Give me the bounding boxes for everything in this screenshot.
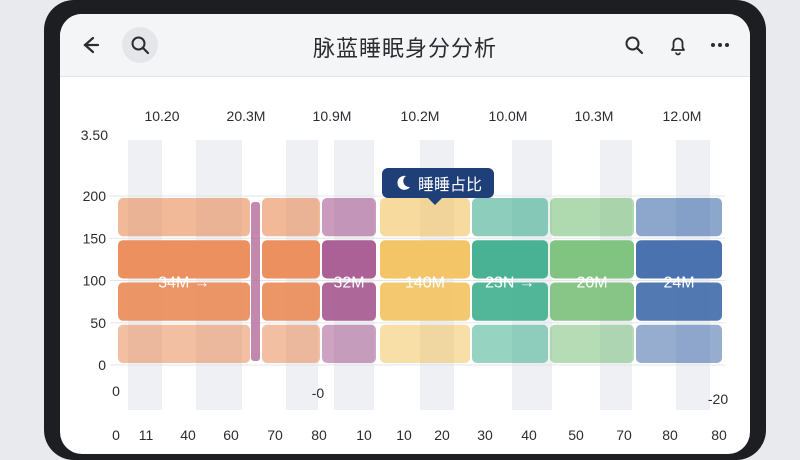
stacked-bar-segment (636, 240, 722, 279)
x-tick-label: 80 (662, 427, 678, 443)
stacked-bar-segment (472, 240, 548, 279)
tooltip-label: 睡睡占比 (418, 177, 483, 194)
x-tick-label: 0 (112, 427, 120, 443)
stacked-bar-segment (472, 324, 548, 363)
x-tick-label: 60 (223, 427, 239, 443)
top-value-label: 10.20 (144, 108, 179, 124)
stacked-bar-segment (322, 198, 376, 237)
stacked-bar-segment (262, 240, 320, 279)
x-tick-label: 40 (521, 427, 537, 443)
y-tick-label: 50 (90, 315, 106, 331)
stacked-bar-segment (118, 324, 250, 363)
top-value-label: 10.2M (401, 108, 440, 124)
negative-value-label: 0 (112, 383, 120, 399)
stacked-bar-segment (472, 198, 548, 237)
more-options-button[interactable] (702, 27, 738, 63)
stacked-bar-segment (380, 240, 470, 279)
bar-label: 140M (405, 275, 445, 292)
y-tick-label: 150 (83, 230, 107, 246)
back-arrow-icon (83, 36, 100, 54)
stacked-bar-segment (322, 240, 376, 279)
top-value-label: 10.3M (575, 108, 614, 124)
y-tick-label: 200 (83, 188, 107, 204)
top-value-label: 10.0M (489, 108, 528, 124)
stacked-bar-segment (472, 282, 548, 321)
stacked-bar-segment (262, 324, 320, 363)
thin-divider-bar (251, 202, 260, 361)
stacked-bar-segment (380, 198, 470, 237)
x-tick-label: 11 (139, 427, 154, 443)
x-tick-label: 10 (396, 427, 412, 443)
stacked-bar-segment (322, 282, 376, 321)
negative-value-label: -0 (312, 385, 325, 401)
top-value-label: 20.3M (227, 108, 266, 124)
app-bar: 脉蓝睡眠身分分析 (60, 14, 750, 77)
page-title: 脉蓝睡眠身分分析 (312, 36, 497, 61)
top-value-label: 10.9M (313, 108, 352, 124)
stacked-bar-segment (118, 282, 250, 321)
stacked-bar-segment (550, 198, 634, 237)
x-tick-label: 10 (356, 427, 372, 443)
stacked-bar-segment (118, 198, 250, 237)
x-tick-label: 30 (477, 427, 493, 443)
stacked-bar-segment (380, 324, 470, 363)
stacked-bar-segment (380, 282, 470, 321)
x-tick-label: 70 (267, 427, 283, 443)
search-button-left[interactable] (122, 27, 158, 63)
stacked-bar-segment (636, 324, 722, 363)
stacked-bar-segment (550, 240, 634, 279)
x-tick-label: 50 (568, 427, 584, 443)
back-button[interactable] (72, 27, 108, 63)
notification-button[interactable] (660, 27, 696, 63)
x-tick-label: 80 (311, 427, 327, 443)
bar-label: 24M (663, 275, 694, 292)
y-tick-label: 100 (83, 273, 107, 289)
bell-icon (671, 37, 685, 56)
stacked-bar-segment (118, 240, 250, 279)
sleep-ratio-tooltip[interactable]: 睡睡占比 (382, 168, 495, 205)
x-tick-label: 20 (434, 427, 450, 443)
search-icon (131, 36, 150, 55)
bar-label: 34M → (158, 275, 210, 292)
search-icon (625, 36, 644, 55)
bar-label: 20M (576, 275, 607, 292)
bar-label: 32M (333, 275, 364, 292)
stacked-bar-segment (550, 324, 634, 363)
stacked-bar-segment (550, 282, 634, 321)
negative-value-label: -20 (708, 391, 728, 407)
search-button-right[interactable] (616, 27, 652, 63)
y-tick-label: 0 (98, 357, 106, 373)
stacked-bar-segment (322, 324, 376, 363)
bar-label: 23N → (485, 275, 535, 292)
stacked-bar-segment (636, 282, 722, 321)
y-top-label: 3.50 (81, 127, 108, 143)
x-tick-label: 70 (616, 427, 632, 443)
x-tick-label: 40 (180, 427, 196, 443)
more-dots-icon (711, 43, 729, 47)
moon-icon (397, 175, 410, 190)
stacked-bar-segment (262, 282, 320, 321)
x-tick-label: 80 (711, 427, 727, 443)
stacked-bar-segment (262, 198, 320, 237)
top-value-label: 12.0M (663, 108, 702, 124)
stacked-bar-segment (636, 198, 722, 237)
